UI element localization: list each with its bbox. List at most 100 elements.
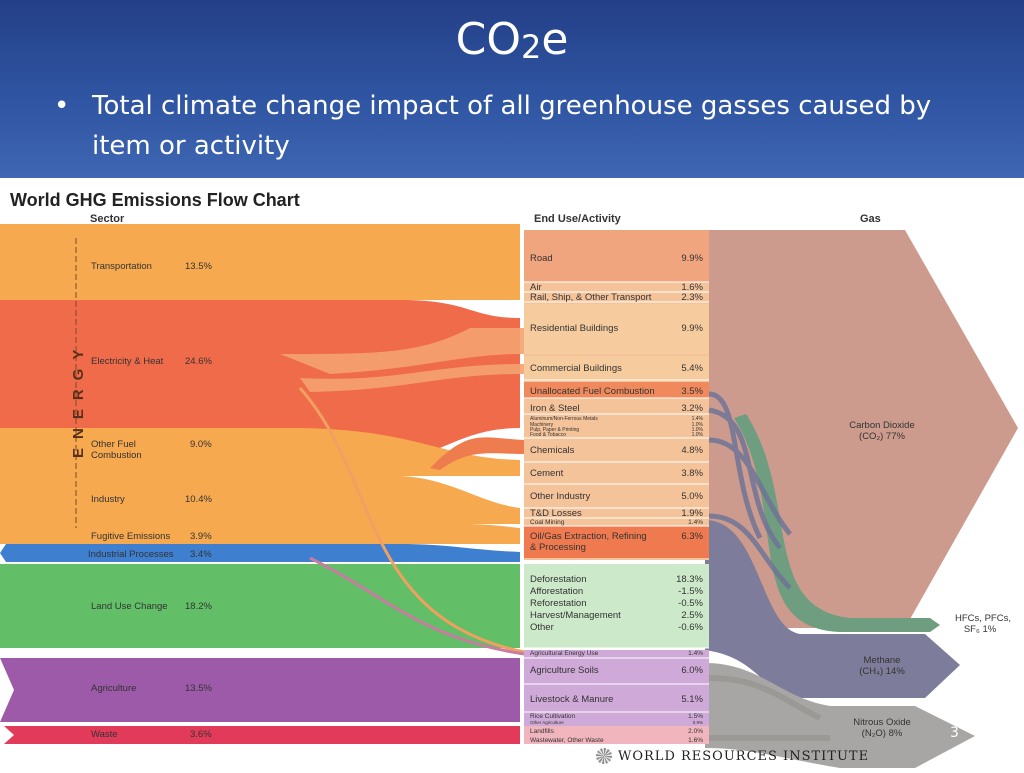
end-use-label: Other Industry (530, 491, 590, 502)
end-use-unallocated (524, 382, 709, 398)
end-use-label: Agricultural Energy Use (530, 650, 599, 657)
end-use-label: Other (530, 622, 554, 633)
chart-title: World GHG Emissions Flow Chart (10, 190, 300, 210)
sector-value: 18.2% (185, 601, 212, 612)
end-use-label: Harvest/Management (530, 610, 621, 621)
sector-band-industry (0, 476, 520, 524)
flow-elec-to-buildings (280, 328, 524, 374)
sector-band-waste (4, 726, 520, 744)
end-use-value: 9.9% (681, 323, 703, 334)
end-use-dividers (524, 281, 709, 713)
methane-arrow (705, 520, 960, 698)
sector-label: Transportation (91, 261, 152, 272)
flow-chart-svg: World GHG Emissions Flow Chart Sector En… (0, 190, 1018, 768)
ghg-flow-chart: World GHG Emissions Flow Chart Sector En… (0, 178, 1024, 768)
sector-labels: Transportation 13.5% Electricity & Heat … (88, 261, 212, 740)
end-use-label: Aluminum/Non-Ferrous Metals (530, 416, 598, 422)
sector-value: 24.6% (185, 356, 212, 367)
end-use-label: T&D Losses (530, 508, 582, 519)
n2o-connector-lines (708, 675, 830, 741)
end-use-value: 1.0% (692, 432, 704, 438)
end-use-commercial (524, 356, 709, 380)
col-header-sector: Sector (90, 213, 125, 225)
end-use-label: & Processing (530, 542, 586, 553)
end-use-label: Other Agriculture (530, 720, 564, 725)
sector-band-transportation (0, 224, 520, 300)
end-use-label: Rail, Ship, & Other Transport (530, 292, 652, 303)
wri-logo-text: WORLD RESOURCES INSTITUTE (618, 748, 870, 764)
end-use-value: 5.1% (681, 694, 703, 705)
end-use-label: Agriculture Soils (530, 665, 599, 676)
end-use-label: Livestock & Manure (530, 694, 613, 705)
end-use-value: 1.0% (692, 422, 704, 428)
end-use-label: Residential Buildings (530, 323, 618, 334)
end-use-label: Commercial Buildings (530, 363, 622, 374)
end-use-value: 3.8% (681, 468, 703, 479)
end-use-label: Unallocated Fuel Combustion (530, 386, 655, 397)
end-use-value: 1.0% (692, 427, 704, 433)
sector-label: Fugitive Emissions (91, 531, 170, 542)
end-use-col-land (524, 564, 709, 648)
end-use-value: -1.5% (678, 586, 703, 597)
sector-value: 3.6% (190, 729, 212, 740)
end-use-value: 3.2% (681, 403, 703, 414)
sector-value: 9.0% (190, 439, 212, 450)
sector-band-industrial-processes (0, 544, 520, 562)
sector-label: Combustion (91, 450, 142, 461)
flow-elec-to-commercial (300, 364, 524, 392)
sector-band-agriculture (0, 658, 520, 722)
end-use-value: 1.9% (681, 508, 703, 519)
gas-label: (N₂O) 8% (862, 728, 903, 739)
end-use-label: Chemicals (530, 445, 575, 456)
end-use-value: 3.5% (681, 386, 703, 397)
end-use-value: 2.3% (681, 292, 703, 303)
end-use-label: Air (530, 282, 542, 293)
sector-label: Other Fuel (91, 439, 136, 450)
end-use-label: Iron & Steel (530, 403, 580, 414)
end-use-value: 1.6% (688, 737, 703, 744)
col-header-end-use: End Use/Activity (534, 213, 622, 225)
sector-label: Waste (91, 729, 118, 740)
end-use-value: 18.3% (676, 574, 703, 585)
end-use-road (524, 230, 709, 282)
gas-label: (CH₄) 14% (859, 666, 905, 677)
end-use-value: 0.9% (693, 720, 703, 725)
end-use-label: Oil/Gas Extraction, Refining (530, 531, 647, 542)
gas-label: Nitrous Oxide (853, 717, 911, 728)
end-use-value: 1.5% (688, 713, 703, 720)
gas-labels: Carbon Dioxide (CO₂) 77% HFCs, PFCs, SF₆… (849, 420, 1011, 739)
gas-label: (CO₂) 77% (859, 431, 905, 442)
sector-label: Agriculture (91, 683, 136, 694)
end-use-label: Coal Mining (530, 519, 565, 526)
wri-logo: WORLD RESOURCES INSTITUTE (596, 748, 869, 764)
bullet-icon: • (54, 91, 70, 121)
sector-label: Industrial Processes (88, 549, 174, 560)
sector-value: 13.5% (185, 683, 212, 694)
gas-connector-lines (708, 391, 792, 590)
end-use-label: Food & Tobacco (530, 432, 566, 438)
end-use-value: 2.5% (681, 610, 703, 621)
gas-label: Methane (864, 655, 901, 666)
sector-value: 3.4% (190, 549, 212, 560)
sector-label: Land Use Change (91, 601, 168, 612)
sector-value: 13.5% (185, 261, 212, 272)
bullet-text: Total climate change impact of all green… (92, 91, 932, 161)
end-use-label: Wastewater, Other Waste (530, 737, 604, 744)
end-use-residential (524, 304, 709, 354)
hfc-flow (734, 414, 940, 632)
end-use-label: Deforestation (530, 574, 587, 585)
end-use-value: -0.6% (678, 622, 703, 633)
end-use-value: 6.3% (681, 531, 703, 542)
end-use-labels-2: Chemicals 4.8% Cement 3.8% Other Industr… (530, 445, 704, 744)
sector-band-land-use (0, 564, 520, 648)
end-use-oil-gas (524, 526, 709, 558)
end-use-value: 1.4% (692, 416, 704, 422)
page-number: 3 (950, 725, 959, 741)
energy-label: ENERGY (70, 341, 87, 458)
end-use-value: 4.8% (681, 445, 703, 456)
slide-title: CO2e (455, 14, 569, 66)
flow-industry-to-chemicals (430, 437, 524, 470)
sector-band-other-fuel (0, 428, 520, 476)
end-use-col-agri (524, 650, 709, 726)
end-use-label: Afforestation (530, 586, 583, 597)
